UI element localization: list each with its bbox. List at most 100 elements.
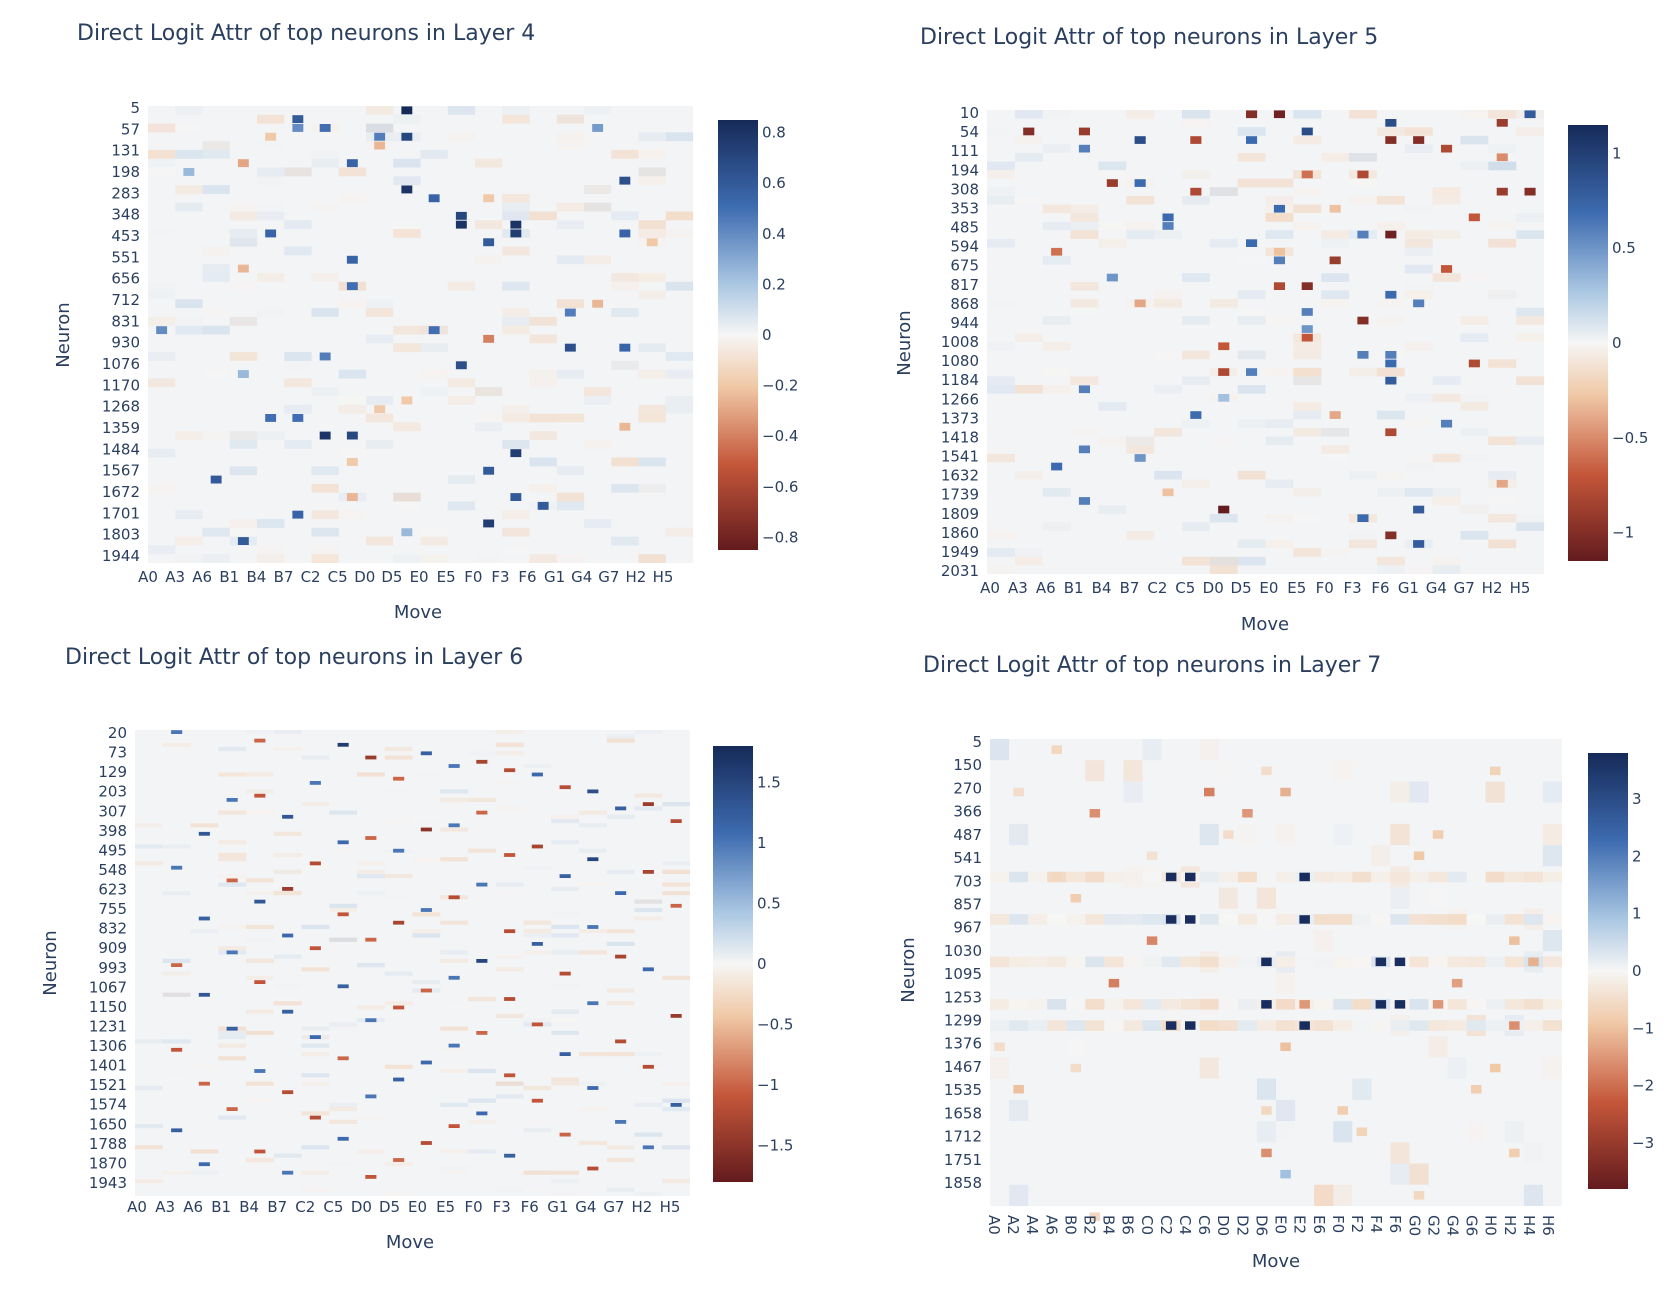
noise-cell [1376,299,1405,308]
y-tick-label: 54 [960,123,979,141]
noise-cell [468,1119,496,1124]
noise-cell [634,730,663,735]
heatmap-cell [615,1039,627,1044]
noise-cell [229,316,258,326]
noise-cell [175,299,203,309]
band-cell [1009,1020,1029,1031]
noise-cell [202,325,230,335]
heatmap-cell [1204,787,1215,797]
heatmap-cell [531,1098,543,1103]
noise-cell [551,1179,580,1184]
band-cell [1047,914,1067,925]
noise-cell [1321,453,1350,463]
noise-cell [502,114,530,124]
heatmap-cell [1413,299,1425,308]
noise-cell [1209,513,1238,523]
heatmap-cell [448,975,460,980]
noise-cell [551,1077,580,1082]
noise-cell [987,565,1015,574]
y-tick-label: 1701 [102,504,140,522]
band-cell [1428,871,1448,883]
x-tick-label: F3 [491,568,509,586]
band-cell [1523,999,1543,1010]
band-cell [1009,871,1029,883]
noise-cell [246,1098,274,1103]
y-tick-label: 944 [950,314,979,332]
heatmap-cell [337,1136,349,1141]
band-cell [1466,999,1486,1010]
noise-cell [1209,238,1238,248]
noise-cell [329,1022,358,1027]
noise-cell [1293,367,1322,377]
x-tick-label: G0 [1405,1215,1423,1236]
noise-cell [529,483,557,493]
x-tick-label: F0 [1316,579,1334,597]
heatmap-cell [1013,787,1024,797]
y-tick-label: 1949 [941,543,979,561]
noise-cell [257,167,285,177]
noise-cell [551,924,580,930]
noise-cell [338,448,367,458]
x-tick-label: A3 [1008,579,1028,597]
band-cell [1276,999,1296,1010]
noise-cell [148,378,176,388]
noise-cell [638,413,666,423]
noise-cell [246,1157,274,1163]
noise-cell [329,1026,358,1031]
noise-cell [662,1001,691,1006]
band-cell [1371,871,1391,883]
band-cell [990,1020,1010,1031]
heatmap-cell [1524,187,1536,196]
band-cell [1428,956,1448,968]
y-tick-label: 1803 [102,526,140,544]
heatmap-cell [420,908,432,912]
colorbar-tick-label: −1.5 [757,1137,793,1155]
noise-cell [384,1001,413,1006]
heatmap-cell [615,806,627,811]
x-tick-label: A0 [127,1198,147,1216]
noise-cell [190,1149,219,1154]
noise-cell [1404,290,1433,299]
noise-cell [1154,290,1182,299]
heatmap-cell [592,124,604,132]
noise-cell [987,238,1015,248]
noise-cell [148,352,176,361]
noise-cell [1376,410,1405,420]
band-cell [1409,956,1429,968]
band-cell [1314,871,1334,883]
noise-cell [1542,1057,1562,1079]
chart-title: Direct Logit Attr of top neurons in Laye… [923,653,1381,678]
noise-cell [1014,195,1043,205]
noise-cell [1237,127,1266,136]
noise-cell [440,789,469,794]
noise-cell [495,1013,524,1018]
noise-cell [412,861,441,866]
heatmap-cell [1134,454,1146,462]
noise-cell [665,396,694,405]
noise-cell [495,1081,524,1086]
noise-cell [135,1145,163,1150]
noise-cell [218,1115,247,1120]
band-cell [1085,1020,1105,1031]
x-tick-label: G7 [598,568,619,586]
noise-cell [523,920,552,925]
noise-cell [1014,153,1043,162]
x-axis-title: Move [1252,1251,1300,1272]
x-tick-label: B4 [1092,579,1112,597]
noise-cell [1390,1163,1410,1185]
y-tick-label: 1541 [941,448,979,466]
noise-cell [634,899,663,904]
heatmap-cell [559,874,571,878]
x-tick-label: F6 [521,1198,539,1216]
heatmap-cell [1146,851,1158,860]
noise-cell [1066,1036,1086,1058]
noise-cell [579,810,607,815]
noise-cell [440,797,469,802]
noise-cell [551,840,580,845]
y-tick-label: 1870 [89,1154,127,1172]
noise-cell [634,1102,663,1107]
noise-cell [311,273,339,282]
x-tick-label: A0 [138,568,158,586]
noise-cell [338,167,367,177]
x-tick-label: B1 [1064,579,1084,597]
